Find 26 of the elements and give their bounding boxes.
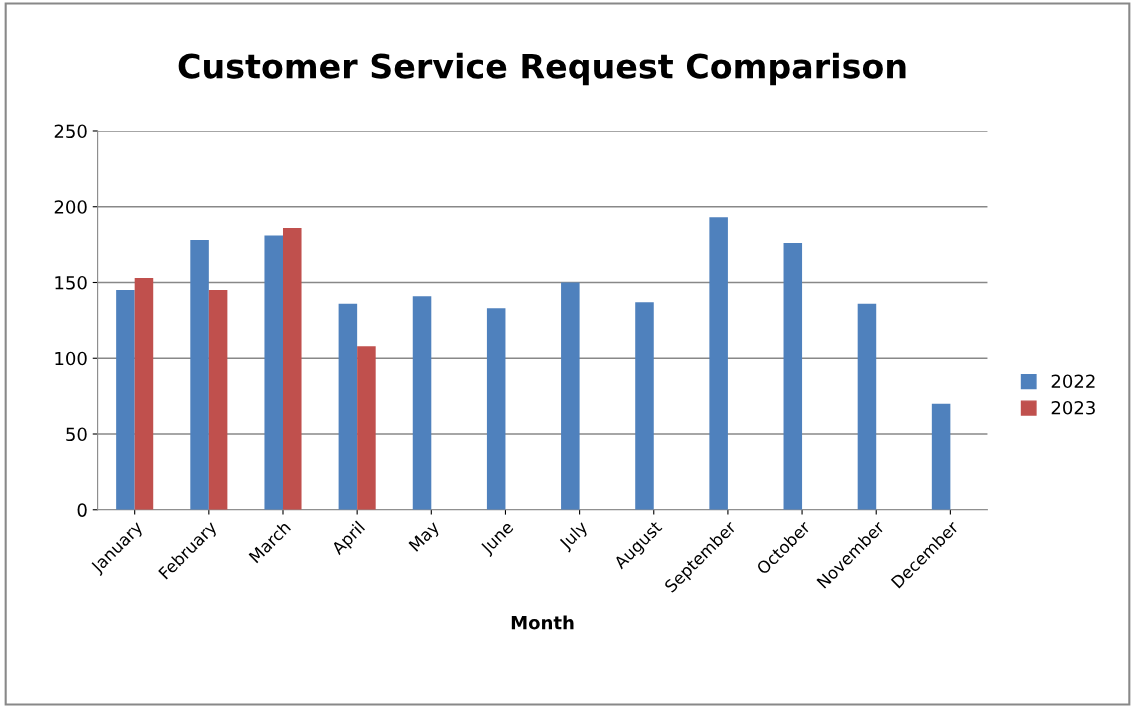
y-tick-label: 250 bbox=[54, 124, 87, 139]
bar bbox=[134, 277, 154, 510]
bar bbox=[338, 303, 358, 510]
bar bbox=[709, 217, 728, 510]
y-tick-label: 50 bbox=[66, 427, 87, 442]
bar bbox=[190, 240, 209, 510]
y-tick-label: 0 bbox=[77, 503, 87, 517]
bar bbox=[486, 308, 506, 510]
y-tick-label: 100 bbox=[55, 351, 87, 366]
bar bbox=[635, 302, 654, 510]
bar bbox=[783, 243, 803, 510]
bar bbox=[412, 296, 432, 510]
legend-label: 2023 bbox=[1051, 400, 1095, 415]
bar bbox=[116, 290, 135, 510]
bar bbox=[931, 403, 951, 510]
legend-label: 2022 bbox=[1051, 374, 1095, 389]
bar bbox=[857, 303, 877, 510]
bar bbox=[282, 227, 302, 510]
y-tick-label: 200 bbox=[54, 200, 87, 214]
bar bbox=[357, 346, 376, 510]
x-axis-title: Month bbox=[511, 615, 574, 630]
bar bbox=[264, 235, 283, 510]
chart-title: Customer Service Request Comparison bbox=[178, 52, 906, 86]
bar bbox=[561, 282, 580, 510]
y-tick-label: 150 bbox=[55, 275, 87, 290]
bar bbox=[208, 290, 228, 510]
